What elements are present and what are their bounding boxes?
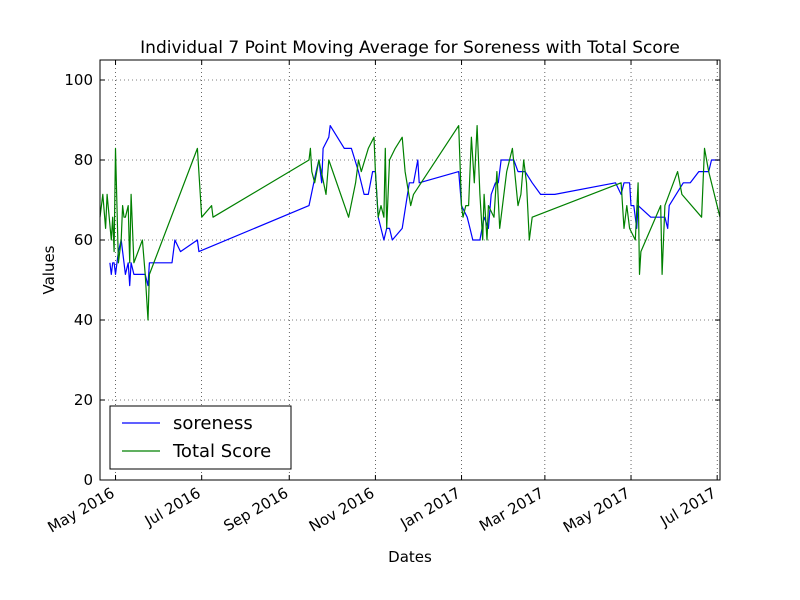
series-line-soreness <box>109 124 720 287</box>
y-tick-label: 0 <box>83 471 93 489</box>
legend-total-score-label: Total Score <box>172 441 271 462</box>
y-tick-label: 60 <box>74 231 93 249</box>
series-layer <box>99 124 721 321</box>
plot-frame <box>99 59 721 481</box>
series-line-total-score <box>99 124 721 321</box>
y-axis-label: Values <box>40 245 58 294</box>
chart-title: Individual 7 Point Moving Average for So… <box>140 38 680 58</box>
y-tick-label: 40 <box>74 311 93 329</box>
y-tick-label: 100 <box>64 71 93 89</box>
y-tick-label: 20 <box>74 391 93 409</box>
legend: soreness Total Score <box>109 405 292 470</box>
y-tick-label: 80 <box>74 151 93 169</box>
x-axis-label: Dates <box>388 548 432 566</box>
legend-soreness-label: soreness <box>173 413 253 434</box>
legend-box <box>109 405 292 470</box>
